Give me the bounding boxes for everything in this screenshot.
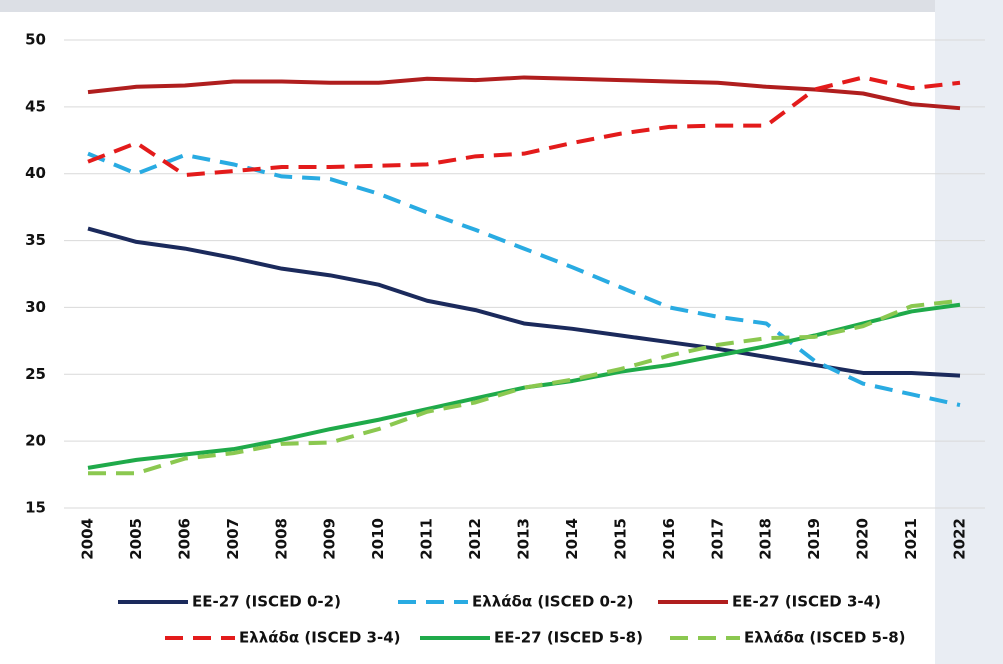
x-tick-label: 2021 <box>902 518 920 560</box>
data-line <box>87 75 961 178</box>
x-tick-label: 2006 <box>175 518 193 560</box>
x-tick-label: 2014 <box>563 518 581 560</box>
legend-label: EE-27 (ISCED 5-8) <box>494 629 643 647</box>
x-tick-label: 2015 <box>611 518 629 560</box>
y-tick-label: 20 <box>25 432 46 450</box>
x-tick-label: 2018 <box>757 518 775 560</box>
y-tick-label: 50 <box>25 31 46 49</box>
legend-label: Ελλάδα (ISCED 0-2) <box>472 593 634 611</box>
data-line <box>87 226 961 378</box>
x-tick-label: 2019 <box>805 518 823 560</box>
x-tick-label: 2022 <box>951 518 969 560</box>
data-line <box>87 75 961 111</box>
x-tick-label: 2010 <box>369 518 387 560</box>
x-tick-label: 2004 <box>79 518 97 560</box>
y-tick-label: 35 <box>25 231 46 249</box>
x-tick-label: 2008 <box>272 518 290 560</box>
legend-label: Ελλάδα (ISCED 5-8) <box>744 629 906 647</box>
x-tick-label: 2009 <box>321 518 339 560</box>
data-line <box>88 298 961 476</box>
y-tick-label: 25 <box>25 365 46 383</box>
data-line <box>87 151 961 407</box>
legend-label: EE-27 (ISCED 3-4) <box>732 593 881 611</box>
x-tick-label: 2013 <box>515 518 533 560</box>
x-tick-label: 2020 <box>854 518 872 560</box>
y-tick-label: 40 <box>25 164 46 182</box>
y-tick-label: 15 <box>25 499 46 517</box>
x-tick-label: 2007 <box>224 518 242 560</box>
x-tick-label: 2005 <box>127 518 145 560</box>
x-tick-label: 2012 <box>466 518 484 560</box>
y-tick-label: 30 <box>25 298 46 316</box>
x-tick-label: 2016 <box>660 518 678 560</box>
legend-label: EE-27 (ISCED 0-2) <box>192 593 341 611</box>
x-tick-label: 2011 <box>418 518 436 560</box>
x-tick-label: 2017 <box>708 518 726 560</box>
y-tick-label: 45 <box>25 97 46 115</box>
legend-label: Ελλάδα (ISCED 3-4) <box>239 629 401 647</box>
top-band <box>0 0 935 12</box>
